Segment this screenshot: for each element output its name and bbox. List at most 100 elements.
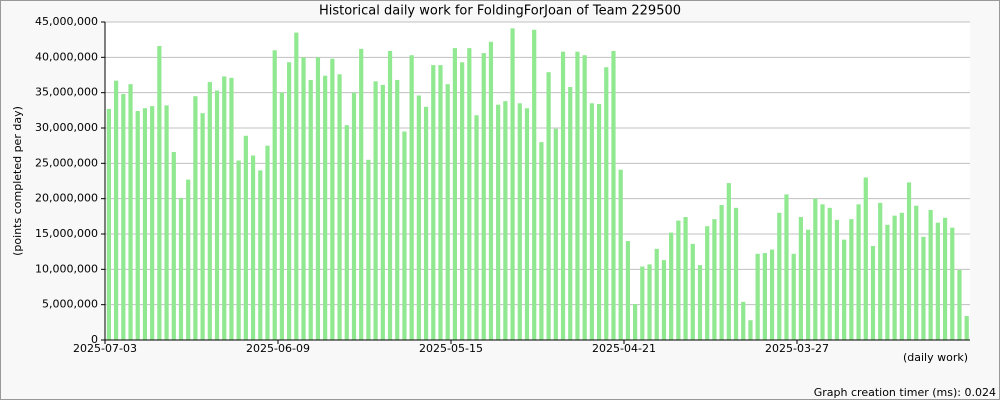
bar [748, 320, 753, 340]
bar [885, 224, 890, 340]
y-tick-label: 0 [91, 333, 98, 346]
y-axis-label: (points completed per day) [11, 106, 24, 256]
bar [207, 82, 212, 341]
bar [611, 50, 616, 341]
y-tick-label: 20,000,000 [35, 192, 98, 205]
bar [820, 204, 825, 340]
bar [834, 219, 840, 340]
bar [813, 198, 818, 340]
bar [878, 202, 883, 340]
bar [193, 96, 198, 340]
bar [467, 48, 472, 340]
bar [323, 75, 328, 340]
bar [596, 103, 602, 341]
bar [625, 241, 631, 340]
bar [452, 48, 458, 340]
y-tick-label: 30,000,000 [35, 121, 98, 134]
bar [135, 111, 140, 340]
bar [539, 142, 544, 340]
bar [517, 103, 522, 341]
x-tick-label: 2025-07-03 [73, 342, 137, 355]
bar [524, 108, 530, 340]
bar [330, 58, 335, 340]
bar [553, 128, 558, 340]
bar [914, 205, 919, 340]
bar [258, 170, 263, 340]
bar [387, 50, 393, 341]
bar [229, 77, 234, 341]
y-tick-label: 40,000,000 [35, 50, 98, 63]
bar [906, 182, 912, 340]
bar [106, 108, 112, 340]
bar [669, 232, 674, 340]
bar [582, 55, 587, 341]
x-axis-label: (daily work) [903, 351, 968, 364]
bar [315, 57, 321, 340]
bar [791, 253, 796, 340]
bar [395, 79, 400, 341]
bar [142, 108, 148, 340]
bar [114, 80, 119, 341]
bar [222, 76, 227, 340]
bar [474, 115, 479, 340]
bar [705, 226, 710, 340]
bar [546, 72, 551, 340]
bar [128, 84, 133, 340]
bar [733, 207, 739, 340]
bar [712, 219, 717, 340]
bar [661, 260, 667, 340]
bar [654, 248, 659, 340]
bar [633, 303, 638, 340]
bar [366, 159, 371, 340]
bar [359, 48, 364, 340]
bar [870, 246, 876, 340]
bar [496, 104, 501, 341]
bar [200, 113, 205, 340]
x-tick-label: 2025-03-27 [765, 342, 829, 355]
bar [294, 32, 299, 340]
bar [575, 51, 580, 341]
bar [683, 217, 688, 340]
bar [272, 50, 277, 341]
bar [438, 65, 443, 341]
y-tick-label: 5,000,000 [42, 298, 98, 311]
bar [171, 152, 176, 340]
bar [460, 62, 465, 340]
bar [618, 169, 623, 340]
bar [344, 125, 349, 340]
bar [849, 219, 854, 340]
bar [942, 217, 948, 340]
bar [416, 95, 421, 340]
bar [957, 270, 962, 340]
y-tick-label: 35,000,000 [35, 86, 98, 99]
bar [481, 53, 486, 341]
y-tick-label: 15,000,000 [35, 227, 98, 240]
bar [964, 315, 969, 340]
bar [892, 215, 897, 340]
bar [726, 183, 731, 340]
bar [121, 94, 126, 340]
bar [863, 177, 868, 340]
bar [856, 204, 861, 340]
bar [423, 106, 429, 340]
bar [532, 29, 537, 340]
footer: Graph creation timer (ms): 0.024 [814, 386, 996, 399]
bar [373, 81, 378, 341]
bar [777, 212, 782, 340]
bar [243, 135, 248, 340]
bar [351, 92, 357, 341]
bar [827, 207, 832, 340]
bar [337, 74, 342, 340]
bar [287, 62, 292, 340]
bar [690, 243, 695, 340]
x-tick-label: 2025-06-09 [246, 342, 310, 355]
x-tick-label: 2025-05-15 [419, 342, 483, 355]
bar [755, 253, 760, 340]
bar [784, 194, 789, 340]
bar [178, 197, 184, 340]
bar [935, 222, 940, 340]
y-tick-label: 25,000,000 [35, 156, 98, 169]
bar [265, 145, 270, 340]
bar [568, 87, 573, 340]
